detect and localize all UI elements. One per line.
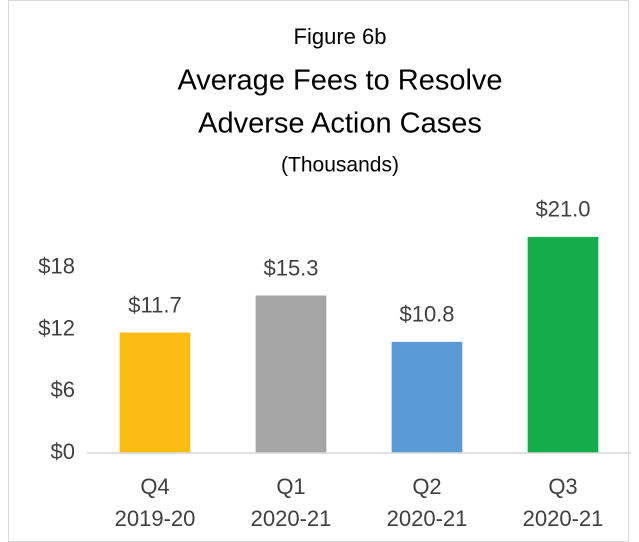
value-label: $15.3 (263, 255, 318, 280)
figure-label: Figure 6b (294, 24, 387, 49)
bar (119, 332, 191, 453)
y-tick-label: $0 (51, 439, 75, 464)
y-tick-label: $6 (51, 377, 75, 402)
value-label: $21.0 (535, 197, 590, 222)
x-tick-label: Q4 (140, 474, 169, 499)
bar (527, 236, 599, 453)
y-tick-label: $18 (38, 254, 75, 279)
chart-title: Adverse Action Cases (198, 108, 482, 140)
x-tick-label: 2019-20 (115, 506, 196, 531)
y-tick-label: $12 (38, 315, 75, 340)
x-tick-label: 2020-21 (251, 506, 332, 531)
chart-title: Average Fees to Resolve (177, 65, 502, 97)
x-tick-label: 2020-21 (387, 506, 468, 531)
x-tick-label: Q1 (276, 474, 305, 499)
bar (255, 295, 327, 453)
x-tick-label: Q2 (412, 474, 441, 499)
chart-subtitle: (Thousands) (281, 154, 399, 177)
bar (391, 341, 463, 453)
value-label: $10.8 (399, 302, 454, 327)
x-tick-label: Q3 (548, 474, 577, 499)
value-label: $11.7 (128, 292, 181, 317)
x-tick-label: 2020-21 (523, 506, 604, 531)
